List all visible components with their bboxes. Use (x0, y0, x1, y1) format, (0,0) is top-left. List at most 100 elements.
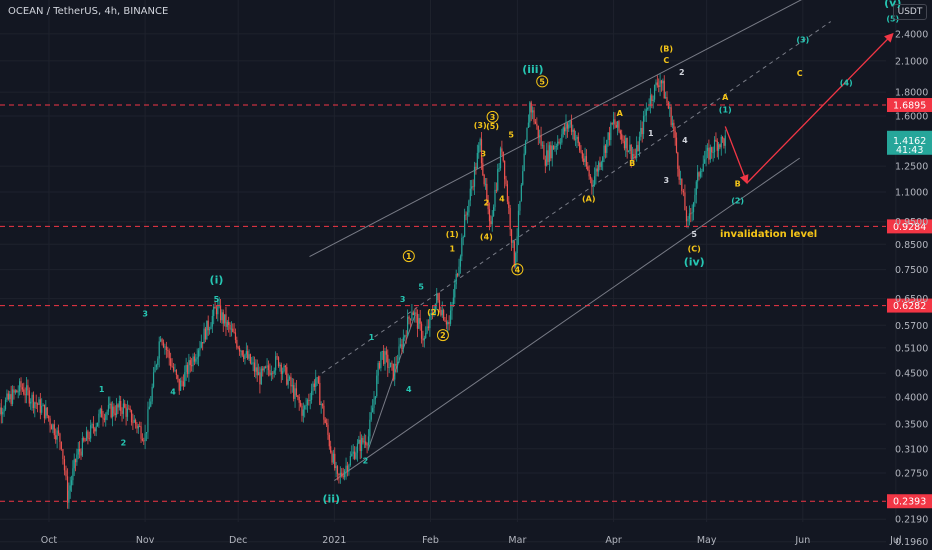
candle-body (615, 124, 617, 128)
candle-body (88, 438, 90, 440)
candle-body (631, 153, 634, 159)
candle-body (118, 401, 120, 408)
candle-body (598, 162, 600, 172)
candle-body (498, 168, 500, 170)
candle-body (265, 366, 267, 368)
candle-body (473, 166, 476, 187)
candle-body (617, 121, 619, 128)
candle-body (345, 465, 347, 471)
candle-body (0, 407, 2, 415)
wave-label: (1) (719, 105, 732, 114)
candle-body (600, 162, 602, 167)
wave-label: (iii) (522, 63, 543, 76)
candle-body (172, 366, 175, 371)
candle-body (554, 146, 556, 150)
candle-body (430, 312, 432, 316)
candle-body (137, 426, 139, 429)
y-tick-label: 0.4000 (895, 393, 928, 404)
y-tick-label: 0.1960 (895, 537, 928, 548)
candle-body (43, 404, 46, 419)
level-price-label: 0.6282 (893, 301, 926, 312)
channel-line[interactable] (309, 0, 803, 258)
candle-body (561, 134, 563, 143)
candle-body (440, 309, 442, 316)
candle-body (551, 145, 553, 159)
candle-body (244, 354, 246, 359)
candle-body (508, 201, 510, 209)
candle-body (374, 396, 376, 400)
candle-body (701, 171, 703, 172)
candle-body (461, 237, 463, 257)
candle-body (252, 362, 254, 364)
channel-midline[interactable] (321, 21, 832, 374)
candle-body (546, 150, 548, 166)
candle-body (335, 466, 337, 469)
channel-line[interactable] (334, 157, 800, 481)
wave-label: (4) (480, 233, 493, 242)
price-channel[interactable] (309, 0, 832, 481)
wave-label: 5 (508, 130, 514, 139)
candle-body (509, 208, 511, 230)
candle-body (214, 306, 216, 309)
currency-button[interactable]: USDT (893, 4, 927, 20)
candle-body (359, 439, 361, 451)
candle-body (110, 403, 112, 418)
candle-body (648, 106, 650, 108)
candle-body (576, 136, 578, 139)
candle-body (572, 129, 574, 132)
wave-label: (2) (427, 308, 440, 317)
candle-body (372, 407, 374, 413)
candle-body (436, 293, 438, 304)
candle-body (487, 199, 489, 210)
candle-body (87, 431, 89, 439)
candle-body (516, 236, 518, 254)
candle-body (144, 433, 146, 441)
candle-body (667, 102, 669, 109)
y-tick-label: 2.1000 (895, 56, 928, 67)
candle-body (90, 425, 92, 439)
candle-body (623, 141, 626, 149)
candle-body (174, 370, 176, 371)
candle-body (416, 313, 419, 329)
candle-body (641, 127, 643, 135)
candle-body (475, 166, 477, 169)
candle-body (395, 363, 397, 366)
candle-body (263, 366, 265, 371)
wave-label: B (629, 159, 635, 168)
candle-body (687, 218, 689, 222)
candle-body (25, 385, 28, 396)
projection-arrow[interactable] (746, 32, 894, 184)
candle-body (365, 441, 367, 445)
wave-trendline[interactable] (368, 314, 416, 449)
candle-body (565, 123, 567, 132)
candle-body (94, 428, 96, 432)
projection-path[interactable] (724, 32, 894, 185)
candle-body (191, 365, 193, 367)
candle-body (133, 419, 135, 423)
candle-body (548, 145, 551, 162)
candle-body (74, 459, 77, 463)
candle-body (130, 410, 133, 423)
candle-body (2, 411, 4, 415)
wave-label: (B) (660, 44, 673, 53)
candle-body (175, 370, 177, 376)
candle-body (566, 123, 568, 129)
candle-body (447, 322, 449, 325)
y-tick-label: 0.2750 (895, 469, 928, 480)
candle-body (65, 470, 67, 477)
candle-body (495, 189, 497, 191)
candle-body (526, 127, 528, 142)
projection-arrow[interactable] (724, 126, 749, 185)
candle-body (419, 318, 421, 324)
x-tick-label: Dec (229, 535, 247, 546)
candle-body (141, 438, 144, 441)
candle-body (524, 141, 527, 154)
candle-body (60, 441, 62, 450)
candle-body (103, 418, 105, 420)
candle-body (385, 351, 388, 355)
candle-body (486, 183, 488, 200)
candle-body (259, 372, 261, 385)
candle-body (663, 80, 665, 99)
